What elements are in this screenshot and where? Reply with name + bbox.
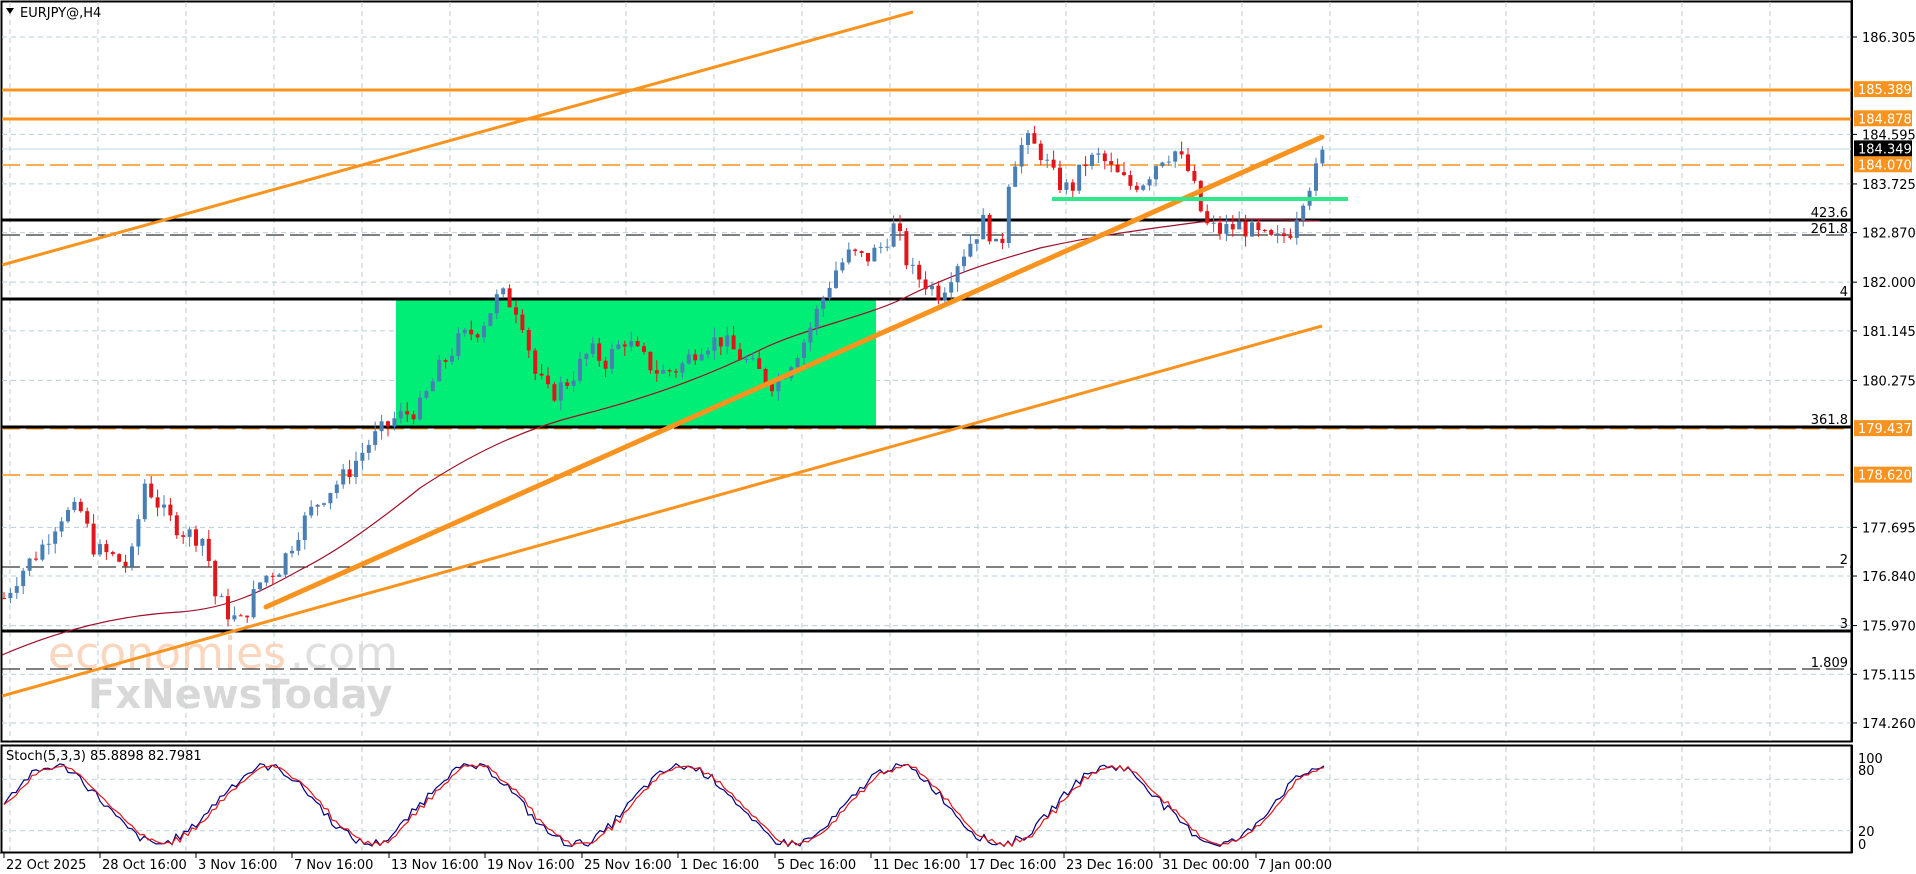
triangle-down-icon[interactable] <box>6 8 14 14</box>
stochastic-pane: Stoch(5,3,3) 85.8898 82.7981 100 80 20 0 <box>2 745 1883 853</box>
time-label: 13 Nov 16:00 <box>391 858 479 873</box>
price-tag-label: 184.070 <box>1858 158 1912 173</box>
time-label: 7 Jan 00:00 <box>1258 858 1332 873</box>
price-tag-label: 179.437 <box>1858 422 1912 437</box>
level-labels: 423.6 261.8 4 361.8 2 3 1.809 <box>1811 206 1848 671</box>
watermark-dotcom: .com <box>290 628 398 679</box>
price-tag <box>1854 420 1912 437</box>
trend-lines <box>1 10 1348 698</box>
stoch-label: Stoch(5,3,3) 85.8898 82.7981 <box>6 749 202 764</box>
price-label: 175.115 <box>1862 668 1916 683</box>
upper-channel-line[interactable] <box>1 10 914 267</box>
main-trendline[interactable] <box>263 134 1325 610</box>
time-label: 22 Oct 2025 <box>6 858 86 873</box>
price-label: 180.275 <box>1862 374 1916 389</box>
time-label: 19 Nov 16:00 <box>487 858 575 873</box>
price-tag-label: 184.878 <box>1858 112 1912 127</box>
level-label-1809: 1.809 <box>1811 656 1848 671</box>
level-label-2: 2 <box>1840 553 1848 568</box>
price-label: 183.725 <box>1862 178 1916 193</box>
price-label: 176.840 <box>1862 570 1916 585</box>
horizontal-levels <box>2 88 1852 670</box>
symbol-title: EURJPY@,H4 <box>20 6 101 21</box>
level-label-3: 3 <box>1840 617 1848 632</box>
lower-channel-line[interactable] <box>1 324 1323 698</box>
watermark-fxnewstoday: FxNewsToday <box>88 672 392 718</box>
price-tag <box>1854 140 1912 157</box>
level-label-4236: 423.6 <box>1811 206 1848 221</box>
price-label: 181.145 <box>1862 325 1916 340</box>
price-label: 177.695 <box>1862 521 1916 536</box>
level-label-2618: 261.8 <box>1811 222 1848 237</box>
price-tag-label: 185.389 <box>1858 83 1912 98</box>
time-label: 11 Dec 16:00 <box>873 858 960 873</box>
time-label: 28 Oct 16:00 <box>102 858 187 873</box>
time-axis[interactable]: 22 Oct 2025 28 Oct 16:00 3 Nov 16:00 7 Nov … <box>0 852 1852 873</box>
candlesticks <box>2 125 1325 627</box>
time-label: 3 Nov 16:00 <box>198 858 277 873</box>
level-label-3618: 361.8 <box>1811 413 1848 428</box>
price-tag-label: 178.620 <box>1858 469 1912 484</box>
stoch-axis-0: 0 <box>1858 838 1866 853</box>
time-label: 31 Dec 00:00 <box>1162 858 1249 873</box>
price-label: 175.970 <box>1862 620 1916 635</box>
price-tag-label: 184.349 <box>1858 142 1912 157</box>
time-label: 23 Dec 16:00 <box>1066 858 1153 873</box>
time-label: 25 Nov 16:00 <box>584 858 672 873</box>
stoch-axis-100: 100 <box>1858 752 1883 767</box>
stoch-signal-line <box>3 763 1325 848</box>
grid-lines <box>2 2 1852 741</box>
price-label: 186.305 <box>1862 31 1916 46</box>
time-label: 5 Dec 16:00 <box>777 858 856 873</box>
chart-title[interactable]: EURJPY@,H4 <box>6 6 101 21</box>
price-tag <box>1854 466 1912 483</box>
price-tag <box>1854 156 1912 173</box>
price-tag <box>1854 81 1912 98</box>
time-label: 7 Nov 16:00 <box>294 858 373 873</box>
time-label: 17 Dec 16:00 <box>969 858 1056 873</box>
level-label-4: 4 <box>1840 285 1848 300</box>
time-label: 1 Dec 16:00 <box>680 858 759 873</box>
stoch-axis-20: 20 <box>1858 825 1875 840</box>
price-label: 182.870 <box>1862 227 1916 242</box>
watermark: economies .com FxNewsToday <box>48 628 398 718</box>
price-tag <box>1854 110 1912 127</box>
price-label: 182.000 <box>1862 276 1916 291</box>
price-label: 174.260 <box>1862 717 1916 732</box>
price-label: 184.595 <box>1862 128 1916 143</box>
stoch-axis-80: 80 <box>1858 764 1875 779</box>
price-axis[interactable]: 186.305 184.595 183.725 182.870 182.000 181.1… <box>1851 0 1916 742</box>
